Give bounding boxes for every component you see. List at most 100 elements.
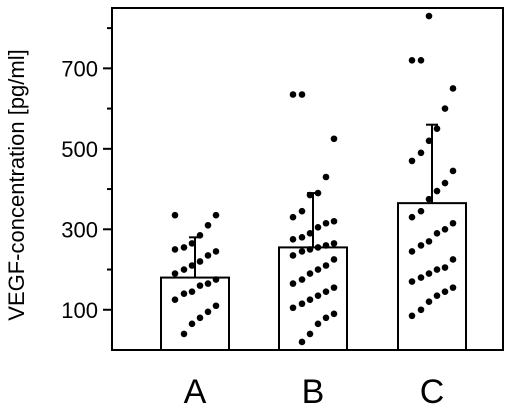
point-B-0 (298, 91, 306, 98)
y-axis-title: VEGF-concentration [pg/ml] (4, 49, 29, 320)
point-A-11 (180, 266, 188, 273)
point-B-10 (314, 223, 322, 231)
point-B-9 (322, 219, 330, 227)
point-B-21 (322, 262, 330, 269)
point-C-31 (417, 306, 425, 314)
point-A-3 (196, 232, 204, 239)
point-C-26 (408, 278, 416, 285)
bar-A (160, 276, 230, 352)
point-C-23 (433, 266, 441, 273)
point-C-8 (408, 157, 416, 165)
point-A-4 (188, 240, 196, 247)
point-B-11 (306, 230, 314, 237)
point-C-30 (425, 298, 433, 306)
point-B-6 (298, 207, 306, 215)
point-B-31 (289, 304, 297, 312)
point-C-2 (408, 57, 416, 64)
point-C-19 (417, 242, 425, 249)
point-C-7 (417, 149, 425, 157)
point-B-17 (306, 246, 314, 253)
point-B-19 (289, 252, 297, 259)
point-A-17 (180, 290, 188, 297)
point-C-9 (449, 167, 457, 175)
x-category-label-A: A (184, 373, 207, 411)
point-B-25 (289, 280, 297, 287)
y-tick-label-100: 100 (61, 298, 98, 323)
point-A-21 (196, 314, 204, 322)
point-B-23 (306, 270, 314, 277)
point-A-6 (171, 246, 179, 253)
point-C-4 (441, 105, 449, 112)
bar-C (397, 202, 467, 351)
point-B-1 (289, 91, 297, 98)
point-A-10 (188, 262, 196, 269)
point-A-20 (204, 308, 212, 316)
point-A-19 (212, 302, 220, 310)
point-C-27 (449, 284, 457, 291)
point-B-14 (330, 240, 338, 247)
point-C-11 (433, 187, 441, 195)
point-B-28 (314, 292, 322, 299)
y-tick-label-500: 500 (61, 137, 98, 162)
point-B-18 (298, 248, 306, 255)
point-C-18 (425, 238, 433, 245)
point-A-5 (180, 244, 188, 251)
point-B-7 (289, 213, 297, 221)
x-category-label-B: B (302, 373, 325, 411)
point-C-15 (449, 219, 457, 227)
point-B-3 (322, 173, 330, 181)
point-C-22 (441, 264, 449, 271)
point-B-15 (322, 242, 330, 249)
plot-area: 100 300 500 700 A B C (61, 7, 504, 411)
point-A-0 (171, 211, 179, 219)
point-A-12 (171, 270, 179, 277)
point-A-23 (180, 330, 188, 338)
point-A-22 (188, 320, 196, 328)
point-B-22 (314, 266, 322, 273)
point-A-1 (212, 211, 220, 219)
point-C-13 (417, 207, 425, 215)
point-B-26 (330, 284, 338, 291)
point-B-12 (298, 234, 306, 241)
point-B-20 (330, 256, 338, 263)
point-A-15 (196, 282, 204, 289)
point-A-9 (196, 258, 204, 265)
point-C-1 (417, 57, 425, 64)
y-tick-label-300: 300 (61, 217, 98, 242)
point-C-16 (441, 225, 449, 233)
point-B-13 (289, 236, 297, 243)
point-C-28 (441, 288, 449, 295)
point-C-29 (433, 292, 441, 299)
point-A-7 (212, 248, 220, 255)
point-B-8 (330, 217, 338, 225)
point-B-27 (322, 288, 330, 295)
point-C-6 (425, 137, 433, 145)
point-A-16 (188, 288, 196, 295)
point-B-5 (306, 191, 314, 199)
point-C-21 (449, 256, 457, 263)
point-B-35 (306, 330, 314, 338)
point-C-14 (408, 213, 416, 221)
x-category-label-C: C (420, 373, 445, 411)
point-C-5 (433, 125, 441, 133)
point-B-36 (298, 338, 306, 346)
point-B-16 (314, 244, 322, 251)
point-C-24 (425, 270, 433, 277)
point-B-30 (298, 300, 306, 308)
point-A-18 (171, 296, 179, 304)
point-C-3 (449, 85, 457, 92)
point-C-10 (441, 179, 449, 187)
y-tick-label-700: 700 (61, 56, 98, 81)
point-C-12 (425, 195, 433, 203)
point-A-2 (204, 221, 212, 229)
point-C-20 (408, 248, 416, 255)
point-C-17 (433, 230, 441, 237)
point-B-29 (306, 296, 314, 304)
point-B-32 (330, 310, 338, 318)
point-B-34 (314, 320, 322, 328)
point-C-25 (417, 274, 425, 281)
point-B-4 (314, 189, 322, 197)
point-A-8 (204, 252, 212, 259)
point-C-32 (408, 312, 416, 320)
